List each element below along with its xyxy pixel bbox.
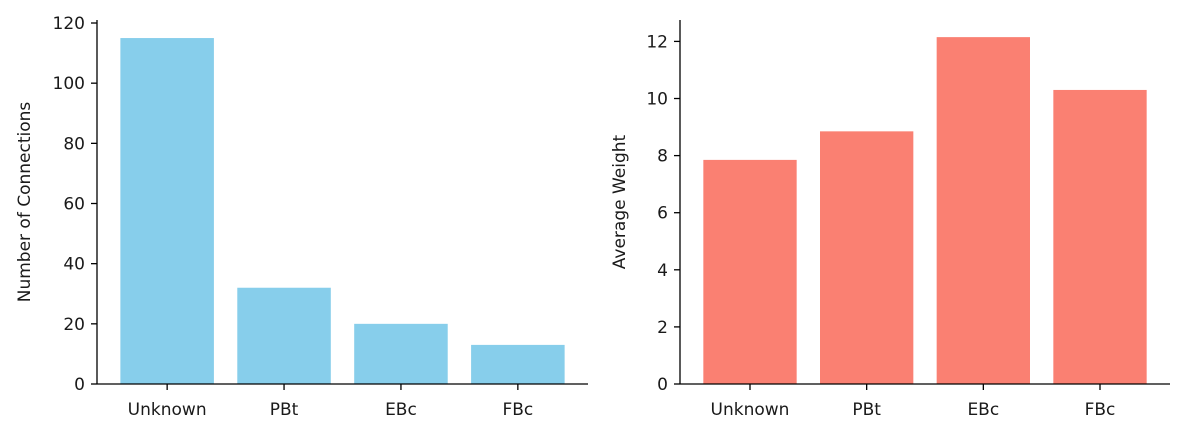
average-weight-chart: 0 2 4 6 8 10 12 Unknown PBt EBc FBc Average Weight: [610, 20, 1170, 420]
x-tick-label-fbc: FBc: [1085, 400, 1116, 420]
bar-pbt: [237, 287, 331, 384]
bar-fbc: [1053, 89, 1147, 384]
x-tick-label-ebc: EBc: [385, 400, 417, 420]
y-tick-label: 80: [63, 134, 85, 154]
y-tick-label: 0: [657, 375, 668, 395]
y-tick-label: 10: [646, 90, 668, 110]
x-tick-label-unknown: Unknown: [128, 400, 207, 420]
bar-ebc: [936, 37, 1030, 384]
y-tick-label: 0: [74, 375, 85, 395]
bar-unknown: [703, 159, 797, 384]
y-tick-label: 100: [53, 74, 85, 94]
x-tick-label-ebc: EBc: [967, 400, 999, 420]
y-tick-label: 12: [646, 32, 668, 52]
bar-pbt: [820, 131, 914, 384]
x-tick-label-pbt: PBt: [270, 400, 299, 420]
y-axis-title: Number of Connections: [15, 102, 35, 303]
bar-unknown: [120, 38, 214, 384]
y-tick-label: 120: [53, 14, 85, 34]
connections-chart: 0 20 40 60 80 100 120 Unknown PBt EBc FBc Number of…: [15, 14, 588, 420]
y-axis-title: Average Weight: [610, 134, 630, 269]
x-tick-label-unknown: Unknown: [711, 400, 790, 420]
y-tick-label: 6: [657, 204, 668, 224]
y-tick-label: 60: [63, 195, 85, 215]
y-tick-label: 4: [657, 261, 668, 281]
y-tick-label: 8: [657, 147, 668, 167]
x-tick-label-fbc: FBc: [502, 400, 533, 420]
y-tick-label: 2: [657, 318, 668, 338]
x-tick-label-pbt: PBt: [852, 400, 881, 420]
y-tick-label: 20: [63, 315, 85, 335]
bar-ebc: [354, 323, 448, 384]
y-tick-label: 40: [63, 255, 85, 275]
bar-fbc: [471, 344, 565, 384]
